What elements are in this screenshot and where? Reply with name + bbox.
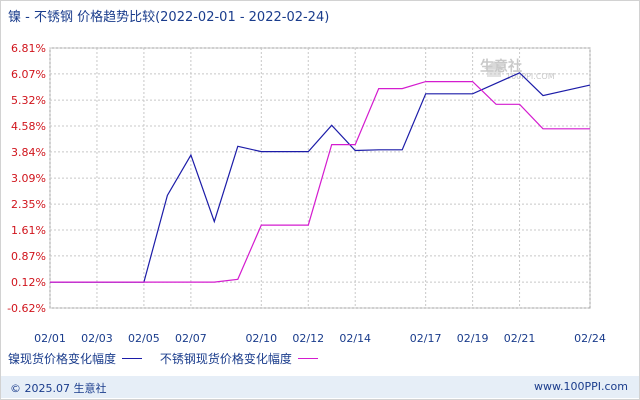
watermark: 生意社 — [480, 59, 522, 75]
site-link[interactable]: www.100PPI.com — [534, 380, 628, 393]
y-tick-label: 6.07% — [11, 68, 46, 81]
legend-item-nickel: 镍现货价格变化幅度 — [8, 350, 143, 367]
chart-title: 镍 - 不锈钢 价格趋势比较(2022-02-01 - 2022-02-24) — [8, 10, 330, 25]
x-tick-label: 02/12 — [292, 332, 324, 345]
y-tick-label: 0.87% — [11, 250, 46, 263]
x-tick-label: 02/14 — [339, 332, 371, 345]
x-tick-label: 02/07 — [175, 332, 207, 345]
footer-bar — [1, 376, 639, 398]
y-tick-label: 1.61% — [11, 224, 46, 237]
legend-label-stainless: 不锈钢现货价格变化幅度 — [159, 352, 292, 366]
copyright-text: © 2025.07 生意社 — [10, 382, 107, 395]
x-tick-label: 02/19 — [457, 332, 489, 345]
y-tick-label: 3.09% — [11, 172, 46, 185]
y-tick-label: 0.12% — [11, 276, 46, 289]
y-tick-label: 2.35% — [11, 198, 46, 211]
watermark-logo-icon — [484, 61, 504, 77]
legend-swatch-nickel — [122, 358, 143, 359]
x-tick-label: 02/03 — [81, 332, 113, 345]
legend-label-nickel: 镍现货价格变化幅度 — [8, 352, 117, 366]
x-tick-label: 02/21 — [504, 332, 536, 345]
watermark-sub: 100PPI.COM — [506, 72, 555, 81]
y-tick-label: 3.84% — [11, 146, 46, 159]
x-tick-label: 02/10 — [245, 332, 277, 345]
legend-swatch-stainless — [297, 358, 318, 359]
chart-legend: 镍现货价格变化幅度 不锈钢现货价格变化幅度 — [8, 350, 332, 367]
x-tick-label: 02/01 — [34, 332, 66, 345]
y-tick-label: 4.58% — [11, 120, 46, 133]
y-tick-label: 5.32% — [11, 94, 46, 107]
legend-item-stainless: 不锈钢现货价格变化幅度 — [160, 350, 318, 367]
y-tick-label: 6.81% — [11, 42, 46, 55]
y-tick-label: -0.62% — [7, 302, 46, 315]
x-tick-label: 02/05 — [128, 332, 160, 345]
series-line-stainless — [50, 80, 590, 283]
x-tick-label: 02/17 — [410, 332, 442, 345]
x-tick-label: 02/24 — [574, 332, 606, 345]
